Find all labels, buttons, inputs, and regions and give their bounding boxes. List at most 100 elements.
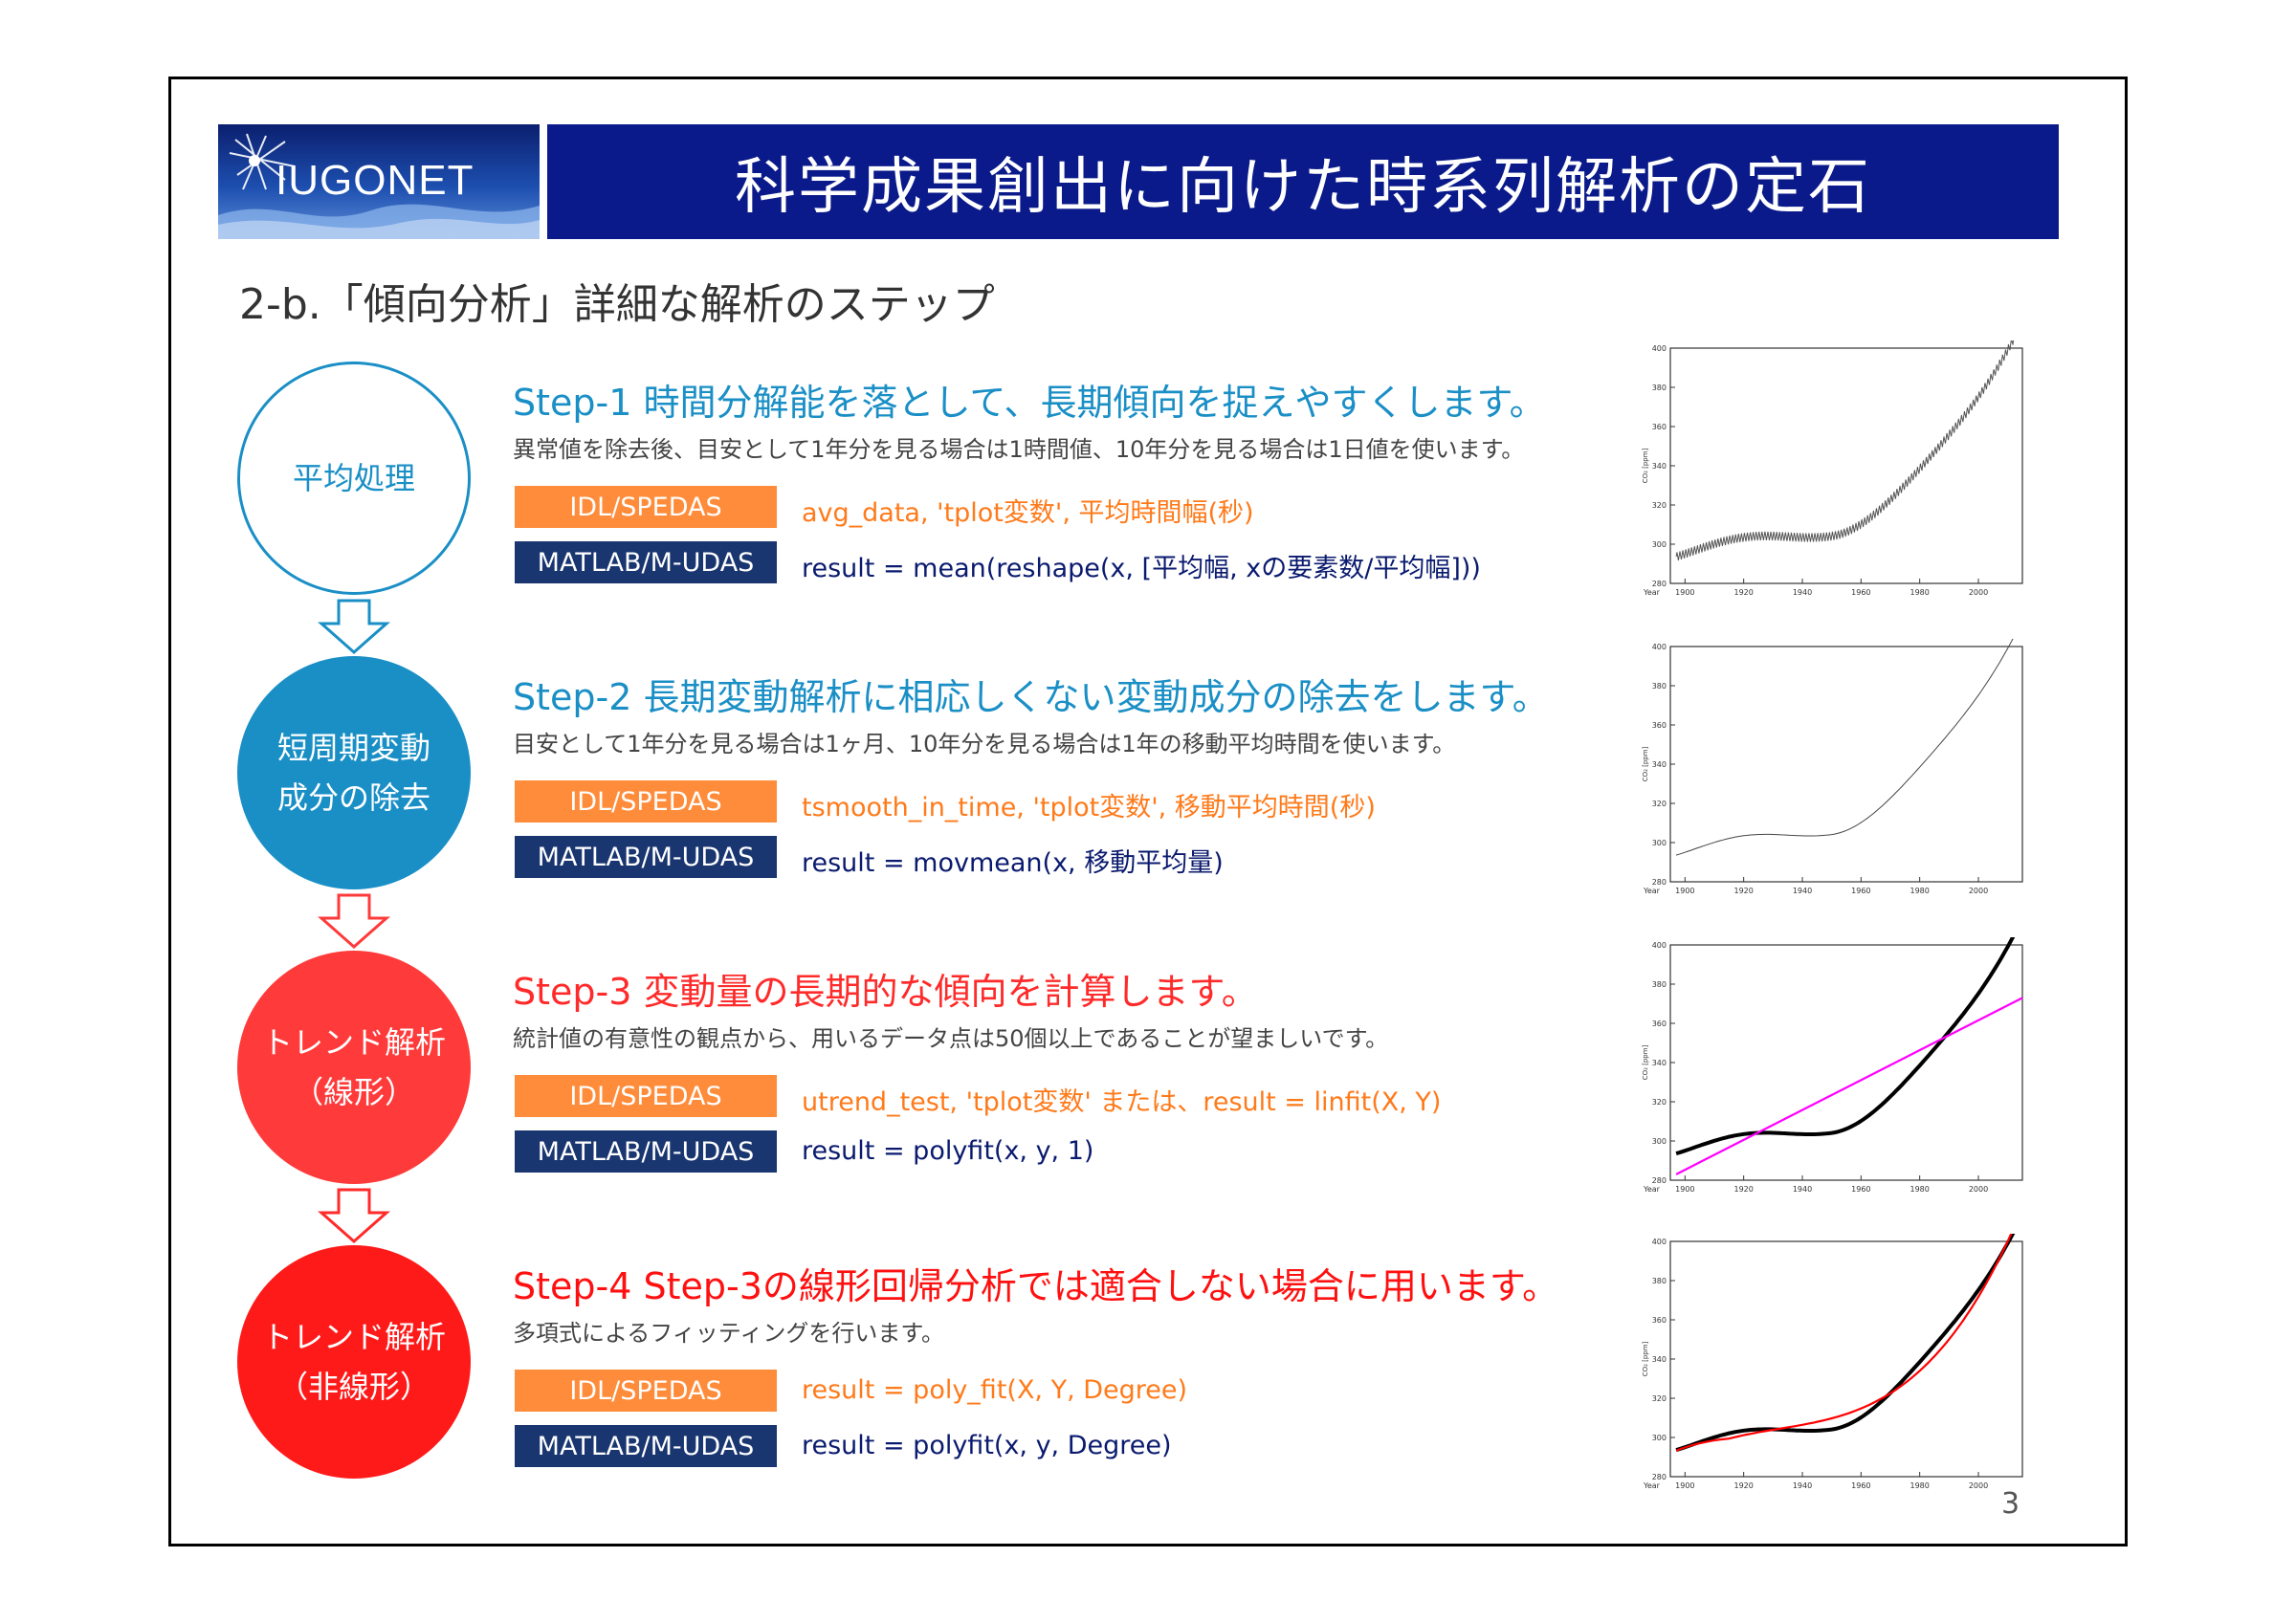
x-tick-label: 1920 (1733, 1481, 1753, 1490)
x-axis-label: Year (1643, 1481, 1661, 1490)
x-tick-label: 1920 (1733, 887, 1753, 895)
iugonet-logo: IUGONET (218, 124, 540, 239)
co2-smoothed-line (1675, 639, 2014, 856)
section-subtitle: 2-b.「傾向分析」詳細な解析のステップ (239, 280, 995, 329)
step4-circle-line2: （非線形） (276, 1369, 430, 1405)
x-tick-label: 1900 (1675, 1185, 1694, 1194)
y-tick-label: 340 (1652, 760, 1667, 769)
y-tick-label: 360 (1652, 1316, 1667, 1325)
co2-plot-smoothed: 1900 1920 1940 1960 1980 2000 400 380 360 340 320 3… (1642, 639, 2023, 895)
x-tick-label: 2000 (1969, 1481, 1988, 1490)
y-tick-label: 320 (1652, 1394, 1667, 1403)
y-tick-label: 360 (1652, 423, 1667, 431)
y-tick-label: 360 (1652, 1020, 1667, 1028)
step3-matlab-code: result = polyfit(x, y, 1) (802, 1136, 1094, 1166)
linear-fit-line (1675, 997, 2023, 1175)
x-tick-label: 1960 (1851, 1185, 1870, 1194)
step1-matlab-code: result = mean(reshape(x, [平均幅, xの要素数/平均幅… (802, 554, 1481, 583)
y-tick-label: 380 (1652, 980, 1667, 989)
y-tick-label: 320 (1652, 501, 1667, 510)
down-arrow-icon (318, 893, 390, 950)
x-tick-label: 1940 (1793, 588, 1812, 597)
x-tick-label: 1940 (1793, 1481, 1812, 1490)
y-axis-label: CO₂ [ppm] (1642, 1044, 1649, 1080)
step3-circle: トレンド解析 （線形） (237, 951, 471, 1184)
x-tick-label: 1980 (1910, 588, 1929, 597)
step2-circle-line2: 成分の除去 (276, 779, 430, 816)
y-tick-label: 380 (1652, 682, 1667, 691)
logo-wave-icon (218, 204, 540, 239)
x-tick-label: 2000 (1969, 588, 1988, 597)
y-tick-label: 400 (1652, 941, 1667, 950)
co2-smoothed-line (1675, 1234, 2016, 1453)
x-tick-label: 1960 (1851, 588, 1870, 597)
step1-circle-label: 平均処理 (292, 460, 415, 496)
step3-title: Step-3 変動量の長期的な傾向を計算します。 (513, 971, 1258, 1013)
x-axis-label: Year (1643, 1185, 1661, 1194)
step4-description: 多項式によるフィッティングを行います。 (513, 1320, 944, 1347)
y-axis-label: CO₂ [ppm] (1642, 746, 1649, 781)
x-tick-label: 1920 (1733, 588, 1753, 597)
y-tick-label: 280 (1652, 1176, 1667, 1185)
y-tick-label: 300 (1652, 1137, 1667, 1146)
x-tick-label: 2000 (1969, 1185, 1988, 1194)
y-tick-label: 280 (1652, 1473, 1667, 1481)
step2-circle: 短周期変動成分の除去 (237, 656, 471, 889)
matlab-mudas-tag: MATLAB/M-UDAS (515, 1425, 777, 1467)
y-tick-label: 340 (1652, 1059, 1667, 1067)
y-tick-label: 340 (1652, 462, 1667, 471)
y-axis-label: CO₂ [ppm] (1642, 448, 1649, 483)
x-tick-label: 1980 (1910, 1185, 1929, 1194)
x-tick-label: 1980 (1910, 1481, 1929, 1490)
page-number: 3 (2001, 1487, 2020, 1521)
idl-spedas-tag: IDL/SPEDAS (515, 1370, 777, 1412)
x-axis-label: Year (1643, 588, 1661, 597)
down-arrow-icon (318, 599, 390, 655)
step1-title: Step-1 時間分解能を落として、長期傾向を捉えやすくします。 (513, 382, 1546, 424)
step4-title: Step-4 Step-3の線形回帰分析では適合しない場合に用います。 (513, 1265, 1559, 1307)
idl-spedas-tag: IDL/SPEDAS (515, 780, 777, 822)
x-tick-label: 1920 (1733, 1185, 1753, 1194)
x-tick-label: 1960 (1851, 887, 1870, 895)
y-tick-label: 400 (1652, 643, 1667, 651)
co2-raw-line (1675, 340, 2015, 560)
x-tick-label: 1940 (1793, 887, 1812, 895)
y-tick-label: 400 (1652, 344, 1667, 353)
step1-idl-code: avg_data, 'tplot変数', 平均時間幅(秒) (802, 498, 1254, 528)
y-axis-label: CO₂ [ppm] (1642, 1341, 1649, 1376)
step2-title: Step-2 長期変動解析に相応しくない変動成分の除去をします。 (513, 676, 1549, 718)
step4-idl-code: result = poly_fit(X, Y, Degree) (802, 1375, 1188, 1405)
step3-idl-code: utrend_test, 'tplot変数' または、result = linf… (802, 1087, 1442, 1117)
y-tick-label: 280 (1652, 878, 1667, 887)
co2-smoothed-line (1675, 937, 2016, 1156)
y-tick-label: 280 (1652, 580, 1667, 588)
star-flare-icon (229, 133, 296, 190)
step2-circle-line1: 短周期変動 (276, 730, 430, 766)
matlab-mudas-tag: MATLAB/M-UDAS (515, 1130, 777, 1173)
logo-text: IUGONET (276, 157, 475, 204)
co2-plot-nonlinear-trend: 1900 1920 1940 1960 1980 2000 400 380 360 340 320 3… (1642, 1234, 2023, 1490)
y-tick-label: 300 (1652, 540, 1667, 549)
x-tick-label: 1900 (1675, 1481, 1694, 1490)
down-arrow-icon (318, 1188, 390, 1244)
x-tick-label: 1940 (1793, 1185, 1812, 1194)
idl-spedas-tag: IDL/SPEDAS (515, 1075, 777, 1117)
step4-circle-line1: トレンド解析 (261, 1319, 446, 1355)
step1-description: 異常値を除去後、目安として1年分を見る場合は1時間値、10年分を見る場合は1日値… (513, 436, 1525, 463)
y-tick-label: 340 (1652, 1355, 1667, 1364)
step3-circle-line1: トレンド解析 (261, 1024, 446, 1061)
y-tick-label: 360 (1652, 721, 1667, 730)
idl-spedas-tag: IDL/SPEDAS (515, 486, 777, 528)
co2-plot-linear-trend: 1900 1920 1940 1960 1980 2000 400 380 360 340 320 3… (1642, 937, 2023, 1194)
y-tick-label: 380 (1652, 384, 1667, 392)
step2-description: 目安として1年分を見る場合は1ヶ月、10年分を見る場合は1年の移動平均時間を使い… (513, 731, 1456, 757)
step3-description: 統計値の有意性の観点から、用いるデータ点は50個以上であることが望ましいです。 (513, 1025, 1389, 1052)
matlab-mudas-tag: MATLAB/M-UDAS (515, 541, 777, 583)
y-tick-label: 300 (1652, 839, 1667, 847)
step2-idl-code: tsmooth_in_time, 'tplot変数', 移動平均時間(秒) (802, 793, 1376, 822)
x-tick-label: 1960 (1851, 1481, 1870, 1490)
page-title: 科学成果創出に向けた時系列解析の定石 (547, 124, 2059, 239)
y-tick-label: 400 (1652, 1238, 1667, 1246)
step3-circle-line2: （線形） (292, 1074, 415, 1110)
step2-matlab-code: result = movmean(x, 移動平均量) (802, 848, 1224, 878)
